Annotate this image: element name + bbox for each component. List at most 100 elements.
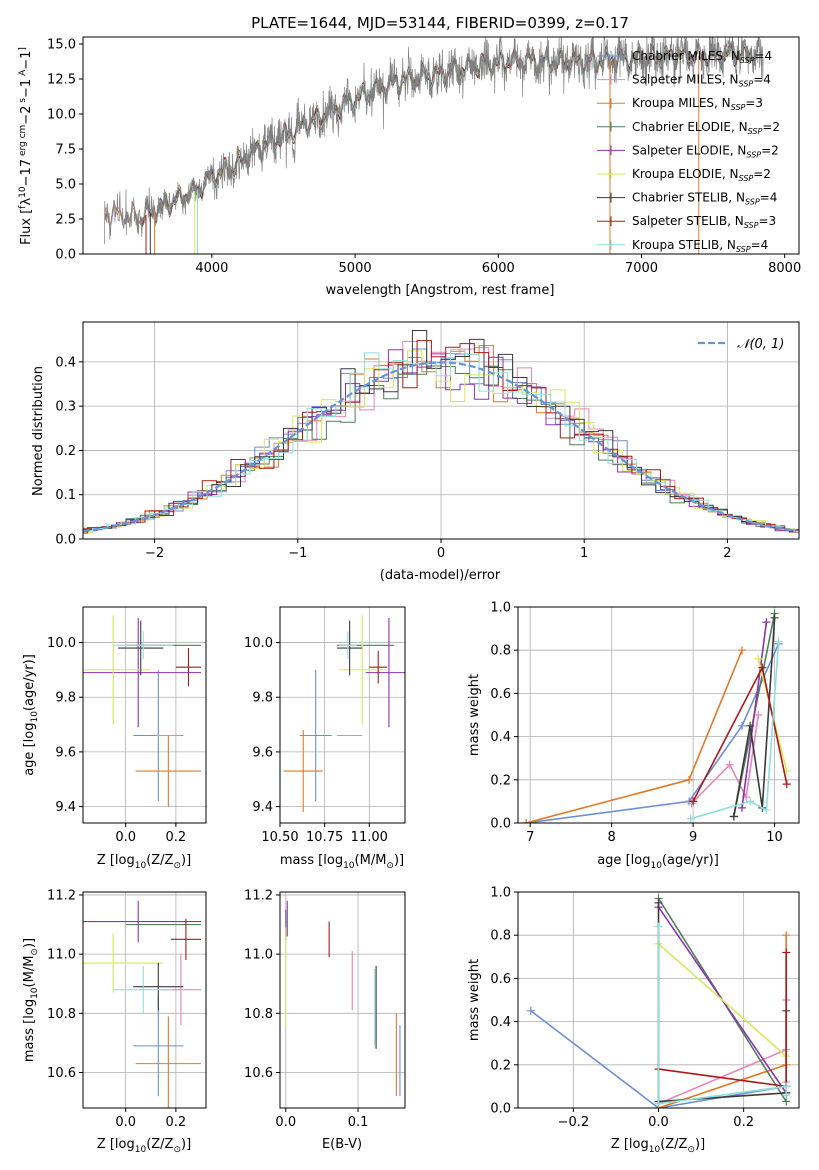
y-tick-label: 5.0 xyxy=(55,178,76,193)
mass-vs-metallicity-panel: 0.0 0.210.610.811.011.2Z [log10(Z/Z⊙)]mas… xyxy=(22,888,207,1155)
y-tick-label: 0.8 xyxy=(490,929,511,944)
y-axis-label: Normed distribution xyxy=(31,366,46,496)
legend-entry-part: Salpeter MILES, N xyxy=(632,73,739,87)
legend-entry-part: =3 xyxy=(745,96,763,110)
label-part: 10 xyxy=(135,861,147,871)
label-part: −17 xyxy=(19,159,34,186)
label-part: −2 xyxy=(19,106,34,125)
x-axis-label: wavelength [Angstrom, rest frame] xyxy=(326,283,555,298)
label-part: −1 xyxy=(19,51,34,70)
y-tick-label: 9.4 xyxy=(55,800,76,815)
weight-marker-kroupa_stelib xyxy=(654,1099,663,1108)
weight-marker-salpeter_stelib xyxy=(782,948,791,957)
x-tick-label: 9 xyxy=(689,830,697,845)
label-part: ⊙ xyxy=(687,1145,695,1155)
label-part: 10 xyxy=(30,987,40,999)
weight-marker-kroupa_miles xyxy=(522,819,531,823)
weight-marker-kroupa_stelib xyxy=(686,814,695,823)
x-tick-label: 0.2 xyxy=(733,1115,754,1130)
legend-entry: Kroupa MILES, NSSP=3 xyxy=(632,96,763,112)
label-part: A xyxy=(18,69,28,79)
label-part: 10 xyxy=(18,186,28,198)
legend-entry-part: SSP xyxy=(739,80,754,89)
x-tick-label: 0.0 xyxy=(115,1115,136,1130)
x-tick-label: 0.0 xyxy=(275,1115,296,1130)
x-tick-label: 0.2 xyxy=(166,1115,187,1130)
x-tick-label: 5000 xyxy=(339,261,372,276)
x-axis-label: Z [log10(Z/Z⊙)] xyxy=(611,1137,705,1155)
plot-area xyxy=(104,37,764,254)
weight-marker-salpeter_stelib xyxy=(782,780,791,789)
label-part: s xyxy=(18,98,28,106)
y-tick-label: 0.6 xyxy=(490,972,511,987)
weight-marker-kroupa_miles xyxy=(782,931,791,940)
x-tick-label: 10.75 xyxy=(306,830,343,845)
weight-marker-chabrier_miles xyxy=(737,721,746,730)
weight-marker-kroupa_stelib xyxy=(774,637,783,646)
y-tick-label: 0.0 xyxy=(490,1102,511,1117)
label-part: (Z/Z xyxy=(660,1137,687,1152)
label-part: age [log xyxy=(22,723,37,776)
legend-entry-part: =4 xyxy=(753,73,771,87)
model-spectrum-kroupa_stelib xyxy=(140,40,757,222)
histogram-kroupa_stelib xyxy=(83,349,799,532)
weight-marker-chabrier_stelib xyxy=(746,721,755,730)
x-axis-label: mass [log10(M/M⊙)] xyxy=(280,853,404,871)
y-tick-label: 1.0 xyxy=(490,886,511,901)
weight-vs-metallicity-panel: −0.2 0.0 0.2 0.0 0.2 0.4 0.6 0.8 1.0 Z [log10(Z/Z… xyxy=(467,886,800,1155)
legend-entry-part: SSP xyxy=(739,174,754,183)
label-part: mass [log xyxy=(22,999,37,1062)
y-tick-label: 15.0 xyxy=(47,38,76,53)
x-axis-label: Z [log10(Z/Z⊙)] xyxy=(97,853,191,871)
legend-entry-part: SSP xyxy=(746,150,761,159)
weight-marker-chabrier_miles xyxy=(526,1006,535,1015)
weight-marker-salpeter_stelib xyxy=(689,797,698,806)
weight-line-kroupa_stelib xyxy=(657,926,787,1105)
weight-marker-kroupa_miles xyxy=(685,775,694,784)
y-tick-label: 10.8 xyxy=(244,1007,273,1022)
label-part: (Z/Z xyxy=(146,853,173,868)
weight-marker-chabrier_stelib xyxy=(654,898,663,907)
mass-vs-ebv-panel: 0.0 0.1 10.6 10.8 11.0 11.2 E(B-V) xyxy=(244,888,406,1152)
x-tick-label: −0.2 xyxy=(558,1115,590,1130)
x-tick-label: 8 xyxy=(608,830,616,845)
y-tick-label: 0.0 xyxy=(55,248,76,263)
y-axis-label: age [log10(age/yr)] xyxy=(22,654,40,776)
weight-marker-salpeter_stelib xyxy=(758,663,767,672)
y-tick-label: 12.5 xyxy=(47,73,76,88)
legend-entry-part: =2 xyxy=(762,120,780,134)
weight-marker-salpeter_elodie xyxy=(762,618,771,627)
label-part: )] xyxy=(695,1137,705,1152)
y-tick-label: 9.6 xyxy=(55,745,76,760)
x-tick-label: 2 xyxy=(723,546,731,561)
x-tick-label: 7 xyxy=(526,830,534,845)
weight-line-salpeter_elodie xyxy=(741,621,768,809)
plot-area xyxy=(283,615,405,813)
y-tick-label: 10.6 xyxy=(244,1066,273,1081)
y-tick-label: 0.4 xyxy=(55,355,76,370)
label-part: erg cm xyxy=(18,125,28,159)
label-part: Z [log xyxy=(97,853,135,868)
legend-entry-part: SSP xyxy=(731,103,746,112)
x-axis-label: age [log10(age/yr)] xyxy=(597,853,719,871)
weight-marker-chabrier_stelib xyxy=(770,613,779,622)
legend-entry-part: Salpeter STELIB, N xyxy=(632,214,744,228)
y-tick-label: 9.8 xyxy=(55,691,76,706)
y-tick-label: 9.6 xyxy=(252,745,273,760)
x-tick-label: 0.2 xyxy=(166,830,187,845)
label-part: (M/M xyxy=(22,956,37,988)
axes-frame xyxy=(279,891,406,1109)
axes-frame xyxy=(517,606,800,824)
weight-marker-kroupa_stelib xyxy=(762,806,771,815)
y-tick-label: 0.8 xyxy=(490,644,511,659)
y-tick-label: 10.0 xyxy=(244,636,273,651)
x-axis-label: (data-model)/error xyxy=(380,568,501,583)
legend-entry: Chabrier MILES, NSSP=4 xyxy=(632,49,772,65)
y-tick-label: 0.0 xyxy=(55,533,76,548)
age-vs-metallicity-panel: 0.0 0.29.49.69.810.0Z [log10(Z/Z⊙)]age [l… xyxy=(22,606,207,871)
legend-entry-part: =2 xyxy=(753,167,771,181)
weight-marker-kroupa_elodie xyxy=(754,654,763,663)
weight-line-chabrier_stelib xyxy=(733,617,776,817)
legend-entry-part: SSP xyxy=(748,127,763,136)
